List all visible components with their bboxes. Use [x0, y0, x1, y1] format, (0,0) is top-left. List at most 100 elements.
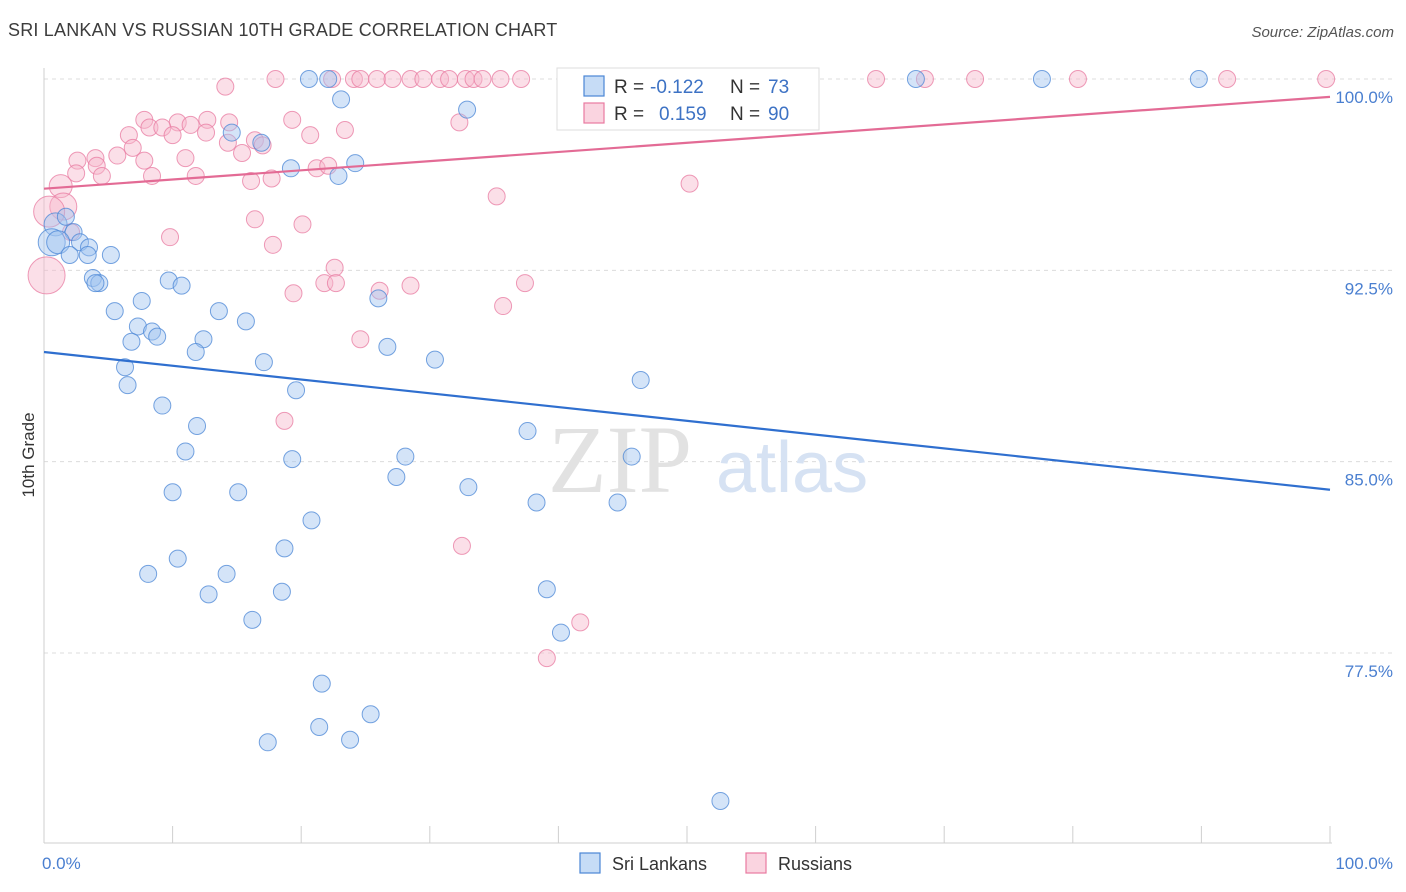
- stats-blue-r-label: R =: [614, 77, 644, 98]
- sri-lankans-point: [209, 302, 228, 321]
- legend-sri-lankans-swatch[interactable]: [579, 852, 601, 874]
- watermark-atlas: atlas: [716, 428, 868, 508]
- russians-point: [487, 187, 506, 206]
- sri-lankans-point: [172, 276, 191, 295]
- sri-lankans-point: [283, 450, 302, 469]
- russians-point: [181, 115, 200, 134]
- sri-lankans-point: [608, 493, 627, 512]
- y-axis-title: 10th Grade: [19, 412, 38, 497]
- sri-lankans-point: [329, 166, 348, 185]
- sri-lankans-point: [105, 302, 124, 321]
- sri-lankans-point: [518, 422, 537, 441]
- stats-pink-r-value: 0.159: [659, 104, 707, 125]
- russians-point: [344, 70, 363, 88]
- russians-point: [140, 118, 159, 137]
- russians-point: [680, 174, 699, 193]
- x-axis-ticks: [43, 826, 1331, 843]
- sri-lankans-point: [122, 332, 141, 351]
- sri-lankans-point: [369, 289, 388, 308]
- sri-lankans-point: [132, 291, 151, 310]
- russians-point: [153, 118, 172, 137]
- y-tick-label: 77.5%: [1345, 662, 1393, 681]
- sri-lankans-point: [186, 342, 205, 361]
- russians-point: [197, 123, 216, 142]
- russians-point: [401, 276, 420, 295]
- sri-lankans-point: [332, 90, 351, 109]
- sri-lankans-point: [80, 238, 99, 257]
- russians-points: [27, 70, 1336, 668]
- russians-point: [401, 70, 420, 88]
- russians-point: [325, 258, 344, 277]
- sri-lankans-point: [387, 467, 406, 486]
- russians-point: [266, 70, 285, 88]
- sri-lankans-point: [37, 228, 66, 257]
- sri-lankans-trend-line: [43, 350, 1331, 491]
- russians-point: [220, 113, 239, 132]
- sri-lankans-point: [527, 493, 546, 512]
- legend-russians-swatch[interactable]: [745, 852, 767, 874]
- sri-lankans-point: [275, 539, 294, 558]
- sri-lankans-point: [258, 733, 277, 752]
- watermark-zip: ZIP: [548, 406, 692, 513]
- russians-point: [915, 70, 934, 88]
- sri-lankans-point: [906, 70, 925, 88]
- russians-point: [512, 70, 531, 88]
- sri-lankans-point: [310, 717, 329, 736]
- sri-lankans-point: [319, 70, 338, 88]
- sri-lankans-point: [222, 123, 241, 142]
- russians-point: [242, 172, 261, 191]
- russians-point: [335, 121, 354, 140]
- sri-lankans-point: [43, 212, 68, 237]
- russians-point: [27, 256, 66, 295]
- russians-trend-line: [43, 95, 1331, 190]
- legend-sri-lankans-label: Sri Lankans: [612, 854, 707, 874]
- russians-point: [293, 215, 312, 234]
- stats-blue-n-label: N =: [730, 77, 760, 98]
- sri-lankans-point: [139, 564, 158, 583]
- russians-point: [491, 70, 510, 88]
- sri-lankans-point: [148, 327, 167, 346]
- russians-point: [86, 149, 105, 168]
- sri-lankans-point: [199, 585, 218, 604]
- sri-lankans-points: [37, 70, 1208, 810]
- legend-russians-label: Russians: [778, 854, 852, 874]
- sri-lankans-point: [64, 223, 83, 242]
- sri-lankans-point: [163, 483, 182, 502]
- russians-point: [283, 110, 302, 129]
- russians-point: [108, 146, 127, 165]
- sri-lankans-point: [287, 381, 306, 400]
- sri-lankans-point: [396, 447, 415, 466]
- russians-point: [537, 649, 556, 668]
- sri-lankans-point: [143, 322, 162, 341]
- russians-point: [452, 536, 471, 555]
- stats-box: R = -0.122 N = 73 R = 0.159 N = 90: [556, 67, 820, 131]
- russians-point: [161, 228, 180, 247]
- russians-point: [351, 330, 370, 349]
- stats-pink-r-label: R =: [614, 104, 644, 125]
- russians-point: [263, 235, 282, 254]
- russians-point: [245, 210, 264, 229]
- sri-lankans-point: [153, 396, 172, 415]
- russians-point: [262, 169, 281, 188]
- sri-lankans-point: [341, 730, 360, 749]
- russians-point: [186, 166, 205, 185]
- sri-lankans-point: [254, 353, 273, 372]
- y-tick-label: 100.0%: [1335, 88, 1393, 107]
- sri-lankans-point: [425, 350, 444, 369]
- russians-point: [92, 166, 111, 185]
- russians-point: [1317, 70, 1336, 88]
- sri-lankans-point: [551, 623, 570, 642]
- russians-point: [1068, 70, 1087, 88]
- russians-point: [323, 70, 342, 88]
- russians-point: [67, 164, 86, 183]
- sri-lankans-point: [302, 511, 321, 530]
- sri-lankans-point: [46, 230, 71, 255]
- sri-lankans-point: [243, 610, 262, 629]
- sri-lankans-point: [229, 483, 248, 502]
- russians-point: [368, 70, 387, 88]
- x-tick-label-max: 100.0%: [1335, 854, 1393, 873]
- russians-point: [867, 70, 886, 88]
- russians-point: [431, 70, 450, 88]
- russians-point: [176, 149, 195, 168]
